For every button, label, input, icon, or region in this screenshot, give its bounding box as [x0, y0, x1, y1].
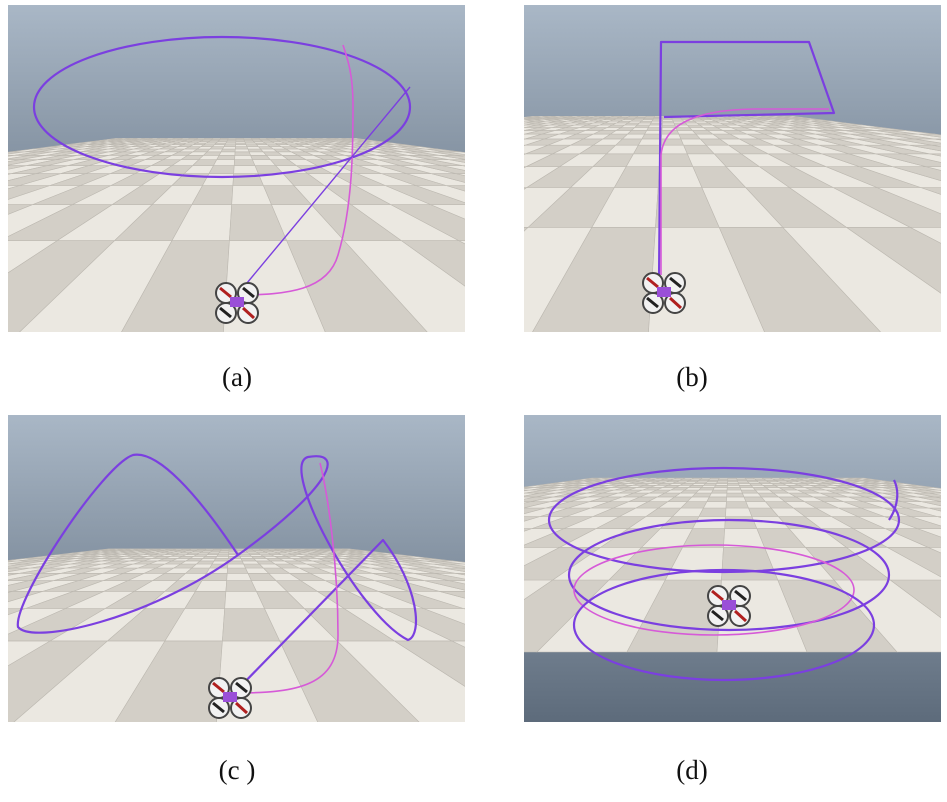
floor-tile	[642, 134, 662, 139]
floor-tile	[711, 490, 727, 493]
scene-a	[8, 5, 465, 332]
floor-tile	[704, 502, 727, 508]
floor-tile	[702, 485, 716, 487]
floor-tile	[221, 149, 235, 152]
floor-tile	[632, 128, 649, 131]
floor-tile	[214, 160, 235, 166]
caption: (c )	[137, 755, 337, 786]
floor-tile	[213, 549, 222, 550]
floor-tile	[207, 149, 223, 152]
floor-tile	[228, 564, 246, 568]
floor-tile	[637, 116, 647, 117]
floor-tile	[739, 485, 753, 487]
floor-tile	[217, 155, 235, 159]
floor-tile	[235, 155, 253, 159]
scene-b	[524, 5, 941, 332]
floor-tile	[699, 508, 726, 517]
floor-tile	[221, 549, 229, 550]
floor-tile	[692, 493, 711, 497]
floor-tile	[726, 502, 749, 508]
floor-tile	[660, 145, 687, 154]
floor-tile	[204, 152, 222, 156]
floor-tile	[646, 116, 655, 117]
floor-tile	[727, 485, 740, 487]
floor-tile	[726, 497, 746, 502]
floor-tile	[220, 138, 229, 139]
floor-tile	[662, 125, 676, 128]
floor-tile	[719, 478, 728, 479]
floor-tile	[736, 478, 745, 479]
page: (a) (b) (c ) (d) (() => { const data = J…	[0, 0, 947, 802]
floor-tile	[727, 490, 743, 493]
floor-tile	[235, 149, 249, 152]
floor-tile	[234, 166, 259, 174]
floor-tile	[726, 508, 752, 517]
floor-tile	[234, 160, 255, 166]
floor-tile	[227, 568, 248, 573]
scene-c	[8, 415, 465, 722]
floor-tile	[725, 517, 757, 529]
floor-tile	[709, 493, 727, 497]
floor-tile	[200, 558, 216, 561]
floor-tile	[205, 549, 214, 550]
floor-tile	[235, 147, 248, 149]
floor-tile	[638, 139, 661, 145]
floor-tile	[701, 478, 711, 479]
floor-tile	[223, 147, 236, 149]
floor-tile	[214, 558, 228, 561]
floor-tile	[212, 138, 221, 139]
floor-tile	[228, 138, 236, 139]
caption: (a)	[137, 362, 337, 393]
floor-tile	[728, 478, 737, 479]
floor-tile	[203, 556, 217, 558]
floor-tile	[727, 493, 744, 497]
floor-tile	[661, 134, 681, 139]
floor-tile	[696, 490, 713, 493]
floor-tile	[210, 147, 224, 149]
floor-tile	[235, 152, 251, 156]
floor-tile	[197, 561, 215, 564]
floor-tile	[227, 573, 252, 580]
floor-tile	[713, 487, 727, 490]
floor-tile	[699, 487, 714, 490]
floor-tile	[236, 138, 244, 139]
floor-tile	[635, 125, 650, 128]
floor-tile	[634, 145, 662, 154]
floor-tile	[689, 485, 704, 487]
floor-tile	[727, 487, 741, 490]
floor-tile	[707, 497, 727, 502]
caption: (b)	[592, 362, 792, 393]
scene-d	[524, 415, 941, 722]
floor-tile	[628, 130, 647, 134]
floor-tile	[710, 478, 720, 479]
floor-tile	[714, 485, 727, 487]
floor-tile	[654, 116, 663, 117]
caption: (d)	[592, 755, 792, 786]
floor-tile	[216, 556, 229, 558]
floor-tile	[219, 152, 235, 156]
floor-tile	[244, 138, 252, 139]
floor-tile	[209, 166, 234, 174]
